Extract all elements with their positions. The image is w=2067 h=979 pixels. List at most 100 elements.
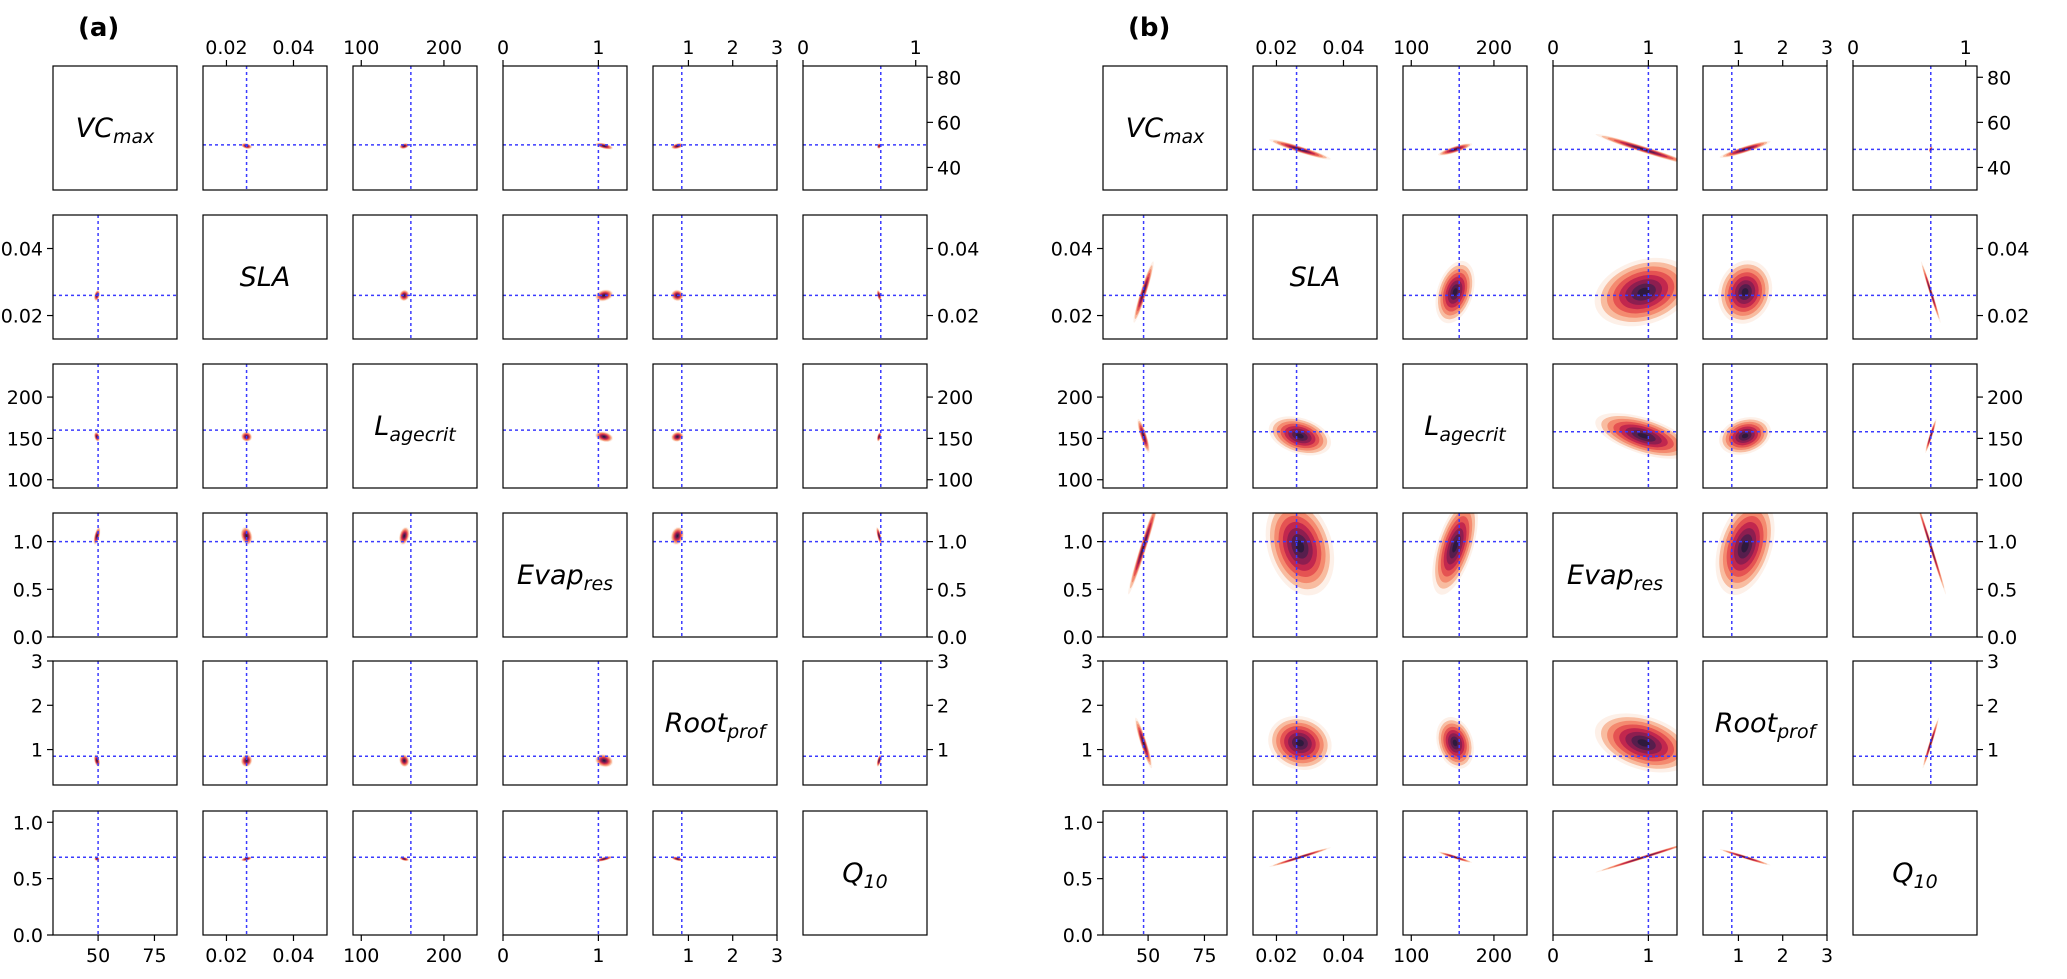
subplot-frame [1402,660,1528,786]
x-tick-label: 3 [1821,37,1833,59]
subplot-0-5 [1852,65,1978,191]
x-tick-label: 0.04 [1322,37,1364,59]
subplot-3-1 [1252,512,1378,638]
density-contour [602,145,606,147]
y-tick-label: 2 [937,695,949,717]
diagonal-label: Q10 [1892,858,1937,893]
subplot-frame [1402,363,1528,489]
y-tick-label: 0.5 [937,579,967,601]
subplot-1-3 [1552,214,1678,340]
subplot-frame [1852,512,1978,638]
subplot-1-4 [652,214,778,340]
x-tick-label: 2 [1777,37,1789,59]
y-tick-label: 0.5 [1063,869,1093,891]
y-tick-label: 80 [937,67,961,89]
subplot-1-5 [1852,214,1978,340]
subplot-frame [1252,363,1378,489]
x-tick-label: 0 [497,37,509,59]
subplot-0-2 [1402,65,1528,191]
subplot-frame [52,363,178,489]
x-tick-label: 1 [682,37,694,59]
y-tick-label: 3 [1081,651,1093,673]
y-tick-label: 1 [31,740,43,762]
subplot-5-4 [652,810,778,936]
x-tick-label: 0 [1547,945,1559,967]
subplot-4-0 [1102,660,1228,786]
subplot-4-1 [202,660,328,786]
subplot-4-5 [1852,660,1978,786]
subplot-3-3: Evapres [1552,512,1678,638]
y-tick-label: 1 [1081,740,1093,762]
subplot-2-0 [1102,363,1228,489]
x-tick-label: 0.04 [1322,945,1364,967]
x-tick-label: 50 [1136,945,1160,967]
density-contour [96,534,98,538]
y-tick-label: 0.5 [13,869,43,891]
x-tick-label: 1 [1642,37,1654,59]
subplot-frame [1102,810,1228,936]
subplot-2-3 [1552,363,1678,489]
density-contour [676,145,679,147]
density-contour [1637,287,1650,297]
subplot-1-1: SLA [202,214,328,340]
subplot-0-0: VCmax [52,65,178,191]
y-tick-label: 0.5 [13,579,43,601]
x-tick-label: 0 [797,37,809,59]
subplot-frame [1402,65,1528,191]
subplot-frame [652,214,778,340]
subplot-3-2 [1402,512,1528,638]
subplot-2-4 [652,363,778,489]
subplot-4-4: Rootprof [652,660,778,786]
y-tick-label: 100 [7,470,43,492]
subplot-1-4 [1702,214,1828,340]
x-tick-label: 0.02 [205,945,247,967]
subplot-frame [352,810,478,936]
density-contour [1741,540,1749,553]
subplot-frame [52,660,178,786]
x-tick-label: 0.04 [272,945,314,967]
density-contour [676,534,679,538]
subplot-frame [1702,363,1828,489]
y-tick-label: 60 [937,112,961,134]
y-tick-label: 2 [1081,695,1093,717]
subplot-5-2 [1402,810,1528,936]
x-tick-label: 0 [1547,37,1559,59]
subplot-frame [1102,214,1228,340]
subplot-frame [202,660,328,786]
diagonal-label: Rootprof [665,708,769,743]
y-tick-label: 150 [7,428,43,450]
y-tick-label: 200 [1987,387,2023,409]
subplot-frame [1552,810,1678,936]
y-tick-label: 0.0 [13,627,43,649]
density-contour [403,534,405,538]
subplot-4-0 [52,660,178,786]
subplot-frame [652,65,778,191]
density-contour [403,145,405,147]
subplot-frame [1702,810,1828,936]
subplot-0-3 [502,65,628,191]
subplot-3-1 [202,512,328,638]
subplot-1-5 [802,214,928,340]
diagonal-label: Rootprof [1715,708,1819,743]
subplot-2-1 [1252,363,1378,489]
y-tick-label: 40 [937,157,961,179]
subplot-frame [352,363,478,489]
subplot-frame [1252,65,1378,191]
y-tick-label: 100 [1057,470,1093,492]
y-tick-label: 1 [937,740,949,762]
y-tick-label: 0.02 [1051,306,1093,328]
subplot-2-1 [202,363,328,489]
x-tick-label: 2 [727,945,739,967]
density-contour [96,858,98,860]
y-tick-label: 1.0 [1063,532,1093,554]
diagonal-label: VCmax [76,113,155,148]
subplot-frame [52,65,178,191]
x-tick-label: 100 [1393,37,1429,59]
subplot-frame [1552,660,1678,786]
subplot-frame [1252,810,1378,936]
subplot-5-1 [202,810,328,936]
y-tick-label: 1.0 [13,532,43,554]
density-contour [602,759,606,762]
y-tick-label: 0.0 [1063,627,1093,649]
